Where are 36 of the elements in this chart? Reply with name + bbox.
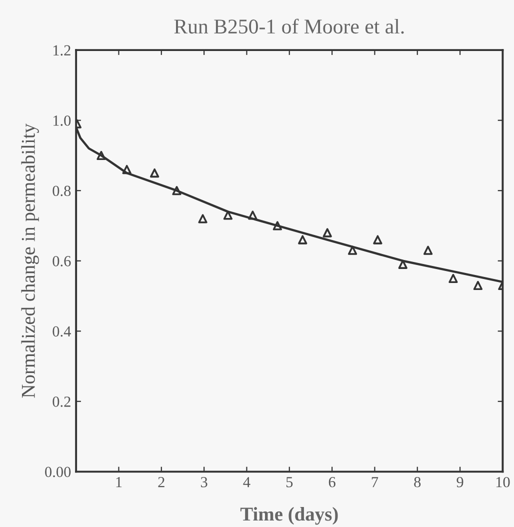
point (373, 235, 382, 244)
point (423, 246, 433, 255)
point (96, 150, 106, 160)
point (248, 210, 258, 220)
point (223, 210, 233, 220)
point (348, 246, 358, 255)
y-tick-label: 0.2 (52, 396, 70, 407)
x-tick-label: 4 (243, 477, 250, 488)
chart-title: Run B250-1 of Moore et al. (174, 18, 404, 34)
point (122, 164, 132, 174)
point (198, 214, 208, 224)
point (150, 168, 160, 178)
point (398, 260, 408, 269)
x-tick-label: 1 (116, 477, 122, 488)
y-tick-label: 0.6 (52, 256, 71, 266)
y-tick-label: 0.00 (45, 466, 71, 478)
point (322, 228, 332, 238)
x-tick-label: 8 (414, 476, 421, 488)
point (298, 235, 308, 244)
point (272, 221, 282, 230)
y-tick-label: 0.4 (52, 326, 71, 337)
x-tick-label: 3 (200, 477, 208, 488)
x-axis-title: Time (days) (240, 507, 338, 525)
y-axis-title: Normalized change in permeability (21, 124, 39, 398)
point (172, 186, 182, 196)
x-tick-label: 5 (286, 477, 293, 488)
y-tick-label: 0.8 (52, 186, 71, 196)
x-tick-label: 9 (456, 477, 464, 488)
y-tick-label: 1.0 (53, 115, 71, 126)
x-tick-label: 2 (158, 477, 164, 488)
x-tick-label: 10 (496, 476, 510, 488)
x-tick-label: 6 (328, 477, 336, 488)
point (448, 274, 458, 284)
point (473, 280, 483, 290)
x-tick-label: 7 (372, 477, 378, 488)
y-tick-label: 1.2 (53, 45, 70, 56)
